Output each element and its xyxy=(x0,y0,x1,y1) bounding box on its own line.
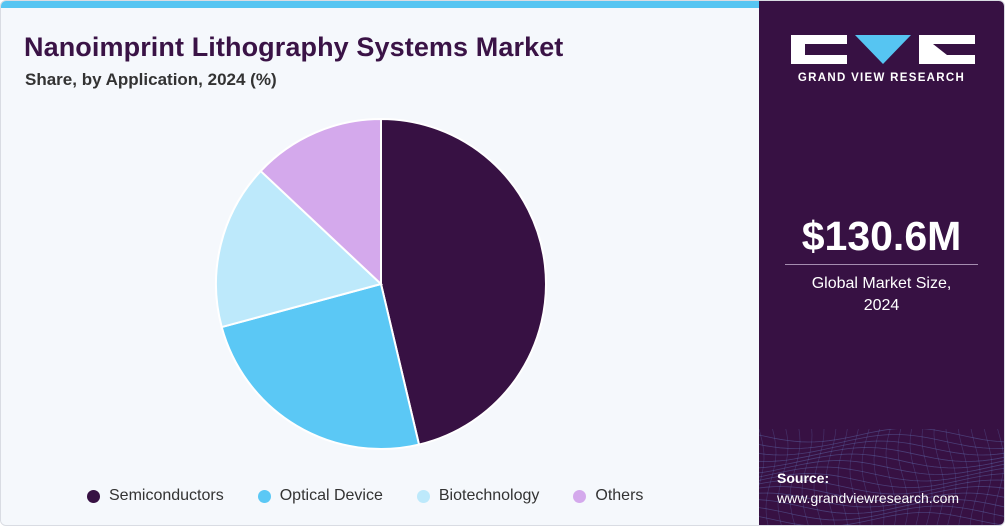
market-size-caption-line2: 2024 xyxy=(863,297,900,314)
pie-slice-optical-device xyxy=(220,282,421,450)
summary-panel: GRAND VIEW RESEARCH $130.6M Global Marke… xyxy=(759,1,1004,525)
legend-item-others: Others xyxy=(573,487,643,505)
pie-slice-biotechnology xyxy=(215,169,383,329)
chart-legend: Semiconductors Optical Device Biotechnolog… xyxy=(87,486,677,506)
legend-item-optical-device: Optical Device xyxy=(257,487,383,505)
market-size-caption: Global Market Size, 2024 xyxy=(779,273,984,317)
legend-item-semiconductors: Semiconductors xyxy=(87,487,224,505)
legend-swatch-optical-device xyxy=(257,489,271,503)
grand-view-research-logo-icon xyxy=(791,35,975,64)
accent-top-bar xyxy=(1,1,759,8)
source-label: Source: xyxy=(777,470,830,486)
market-size-caption-line1: Global Market Size, xyxy=(811,275,952,292)
legend-label-semiconductors: Semiconductors xyxy=(109,487,224,504)
divider xyxy=(785,264,978,265)
chart-panel: Nanoimprint Lithography Systems Market S… xyxy=(1,8,759,525)
brand-name: GRAND VIEW RESEARCH xyxy=(797,72,966,84)
pie-slice-others xyxy=(259,117,382,287)
decorative-wave-pattern xyxy=(759,429,1004,525)
source-url[interactable]: www.grandviewresearch.com xyxy=(777,490,960,506)
chart-subtitle: Share, by Application, 2024 (%) xyxy=(25,70,277,89)
legend-label-others: Others xyxy=(595,487,644,504)
pie-chart xyxy=(215,117,547,450)
legend-item-biotechnology: Biotechnology xyxy=(416,487,540,505)
legend-label-optical-device: Optical Device xyxy=(279,487,383,504)
pie-slice-semiconductors xyxy=(380,117,547,446)
market-size-value: $130.6M xyxy=(801,213,962,259)
legend-swatch-biotechnology xyxy=(416,489,430,503)
legend-swatch-others xyxy=(573,489,587,503)
legend-swatch-semiconductors xyxy=(87,489,100,503)
legend-label-biotechnology: Biotechnology xyxy=(438,487,540,504)
chart-title: Nanoimprint Lithography Systems Market xyxy=(24,32,564,62)
